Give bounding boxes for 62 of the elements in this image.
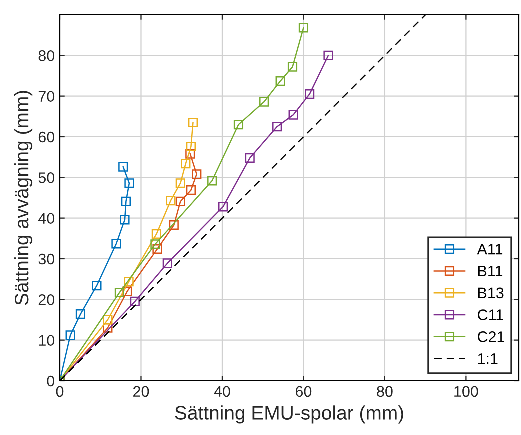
point — [186, 142, 196, 152]
point — [103, 315, 113, 325]
point — [176, 196, 186, 206]
point — [298, 23, 309, 33]
x-tick-label: 40 — [214, 386, 230, 398]
point — [92, 281, 102, 291]
point — [124, 178, 134, 188]
point — [118, 162, 128, 172]
y-tick-label: 40 — [38, 213, 55, 224]
point — [208, 176, 218, 186]
point — [76, 310, 86, 320]
point — [176, 178, 186, 188]
y-tick-label: 20 — [38, 294, 55, 306]
point — [324, 50, 334, 60]
point — [66, 330, 76, 340]
point — [288, 62, 298, 72]
point — [112, 239, 122, 249]
legend-label: B11 — [478, 266, 503, 277]
x-tick-label: 20 — [134, 386, 150, 398]
point — [120, 215, 130, 225]
y-tick-label: 70 — [38, 91, 55, 102]
point — [186, 149, 196, 159]
x-tick-label: 100 — [454, 386, 478, 398]
x-tick-label: 60 — [296, 386, 312, 398]
legend-label: 1:1 — [478, 354, 498, 364]
y-axis-title: Sättning avvägning (mm) — [14, 91, 33, 306]
point — [234, 120, 244, 130]
y-tick-label: 0 — [47, 376, 55, 387]
point — [152, 229, 162, 239]
y-tick-label: 50 — [38, 172, 55, 184]
point — [272, 122, 282, 132]
y-tick-label: 60 — [38, 132, 55, 143]
point — [186, 185, 196, 196]
x-tick-label: 80 — [377, 386, 393, 398]
point — [188, 118, 198, 128]
y-tick-label: 30 — [38, 254, 55, 265]
point — [150, 240, 160, 250]
point — [166, 196, 176, 206]
legend-label: C11 — [478, 310, 504, 320]
point — [288, 110, 298, 120]
point — [276, 76, 286, 86]
y-tick-label: 10 — [39, 335, 55, 346]
legend-label: B13 — [478, 288, 504, 299]
x-tick-label: 0 — [56, 386, 64, 398]
point — [121, 196, 131, 206]
y-tick-label: 80 — [38, 50, 55, 62]
x-axis-title: Sättning EMU-spolar (mm) — [175, 406, 404, 424]
point — [305, 90, 315, 100]
point — [192, 170, 202, 180]
point — [218, 202, 228, 212]
point — [124, 276, 134, 287]
point — [114, 288, 124, 298]
point — [162, 258, 172, 268]
point — [130, 296, 140, 306]
point — [260, 97, 270, 107]
legend-label: A11 — [477, 244, 503, 255]
point — [169, 220, 179, 230]
legend-label: C21 — [478, 332, 505, 342]
point — [181, 159, 191, 169]
point — [245, 153, 255, 163]
point — [152, 244, 162, 254]
point — [122, 286, 132, 296]
